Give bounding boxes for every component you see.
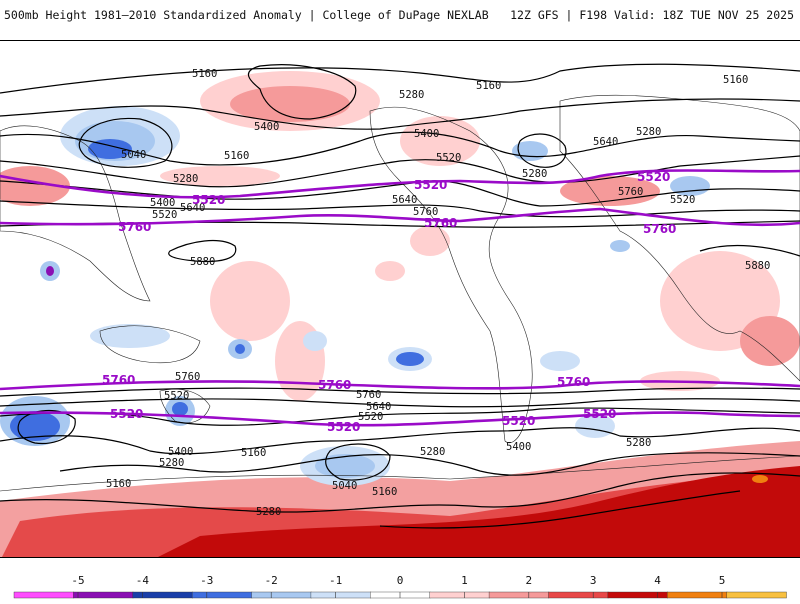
contour-labels-purple: 5520 5760 5520 5760 5520 5760 5760 5760 … [102, 170, 676, 434]
key-contour-label: 5520 [192, 193, 225, 207]
contour-label: 5640 [180, 202, 205, 214]
contour-label: 5760 [356, 389, 381, 401]
contour-label: 5520 [670, 194, 695, 206]
contour-label: 5160 [372, 486, 397, 498]
contour-label: 5040 [121, 149, 146, 161]
colorbar-segment [607, 591, 668, 599]
colorbar-ticks: -5 -4 -3 -2 -1 0 1 2 3 4 5 [71, 574, 725, 598]
colorbar-segment [73, 591, 134, 599]
contour-label: 5160 [723, 74, 748, 86]
contour-label: 5160 [192, 68, 217, 80]
key-contour-label: 5760 [557, 375, 590, 389]
contour-label: 5520 [436, 152, 461, 164]
key-contour-label: 5760 [424, 216, 457, 230]
map-title: 500mb Height 1981–2010 Standardized Anom… [4, 8, 489, 22]
contour-label: 5280 [173, 173, 198, 185]
colorbar-tick-label: -4 [136, 574, 150, 587]
contour-label: 5760 [618, 186, 643, 198]
key-contour-label: 5760 [102, 373, 135, 387]
colorbar-tick-label: 4 [654, 574, 661, 587]
contour-label: 5400 [150, 197, 175, 209]
anomaly-shading [0, 71, 800, 557]
colorbar-segment [488, 591, 550, 599]
contour-label: 5280 [522, 168, 547, 180]
colorbar-segment [310, 591, 372, 599]
colorbar-tick-label: 1 [461, 574, 468, 587]
model-run-info: 12Z GFS | F198 Valid: 18Z TUE NOV 25 202… [510, 8, 794, 22]
key-contour-label: 5520 [637, 170, 670, 184]
colorbar-tick-label: 0 [397, 574, 404, 587]
key-contour-label: 5520 [583, 407, 616, 421]
key-contour-label: 5760 [118, 220, 151, 234]
colorbar-segment [667, 591, 728, 599]
key-contour-label: 5760 [643, 222, 676, 236]
contour-label: 5280 [256, 506, 281, 518]
colorbar-tick-label: -2 [265, 574, 278, 587]
key-contour-label: 5520 [414, 178, 447, 192]
colorbar-tick-label: 3 [590, 574, 597, 587]
contour-label: 5280 [636, 126, 661, 138]
height-contours [0, 63, 800, 529]
colorbar-segment [251, 591, 312, 599]
contour-label: 5160 [106, 478, 131, 490]
colorbar-tick-label: 5 [719, 574, 726, 587]
colorbar-segment [191, 591, 253, 599]
contour-label: 5640 [392, 194, 417, 206]
key-contours [0, 169, 800, 427]
contour-label: 5520 [358, 411, 383, 423]
contour-label: 5040 [332, 480, 357, 492]
contour-label: 5400 [506, 441, 531, 453]
coastlines [0, 94, 800, 492]
contour-label: 5160 [224, 150, 249, 162]
anomaly-colorbar: -5 -4 -3 -2 -1 0 1 2 3 4 5 [0, 570, 800, 600]
contour-label: 5520 [164, 390, 189, 402]
colorbar-tick-label: -3 [200, 574, 213, 587]
anomaly-map: 5160 5160 5160 5280 5400 5040 5160 5280 … [0, 40, 800, 558]
contour-label: 5760 [413, 206, 438, 218]
colorbar-segment [548, 591, 609, 599]
contour-labels-black: 5160 5160 5160 5280 5400 5040 5160 5280 … [106, 68, 770, 518]
contour-label: 5880 [745, 260, 770, 272]
header: 500mb Height 1981–2010 Standardized Anom… [0, 0, 800, 30]
key-contour-label: 5520 [327, 420, 360, 434]
contour-label: 5400 [254, 121, 279, 133]
contour-label: 5280 [626, 437, 651, 449]
contour-label: 5640 [593, 136, 618, 148]
key-contour-label: 5760 [318, 378, 351, 392]
colorbar-tick-label: -5 [71, 574, 84, 587]
colorbar-tick-label: -1 [329, 574, 342, 587]
contour-label: 5280 [399, 89, 424, 101]
contour-label: 5400 [414, 128, 439, 140]
contour-label: 5760 [175, 371, 200, 383]
contour-label: 5640 [366, 401, 391, 413]
key-contour-label: 5520 [110, 407, 143, 421]
colorbar-segment [132, 591, 193, 599]
colorbar-segment [726, 591, 787, 599]
contour-label: 5880 [190, 256, 215, 268]
contour-label: 5280 [420, 446, 445, 458]
key-contour-label: 5520 [502, 414, 535, 428]
colorbar-segment [13, 591, 75, 599]
contour-label: 5280 [159, 457, 184, 469]
contour-label: 5160 [241, 447, 266, 459]
contour-label: 5400 [168, 446, 193, 458]
colorbar-segment [429, 591, 490, 599]
contour-label: 5160 [476, 80, 501, 92]
contour-label: 5520 [152, 209, 177, 221]
colorbar-tick-label: 2 [525, 574, 532, 587]
